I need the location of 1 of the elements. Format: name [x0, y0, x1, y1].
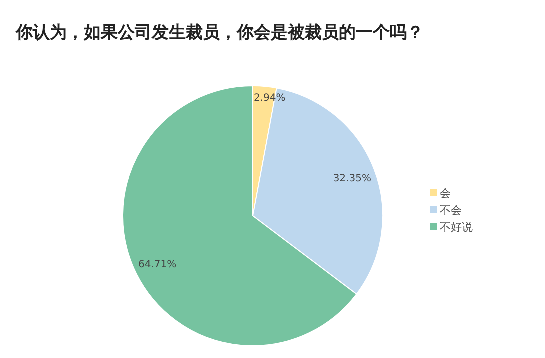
title: 你认为，如果公司发生裁员，你会是被裁员的一个吗？	[16, 23, 424, 43]
